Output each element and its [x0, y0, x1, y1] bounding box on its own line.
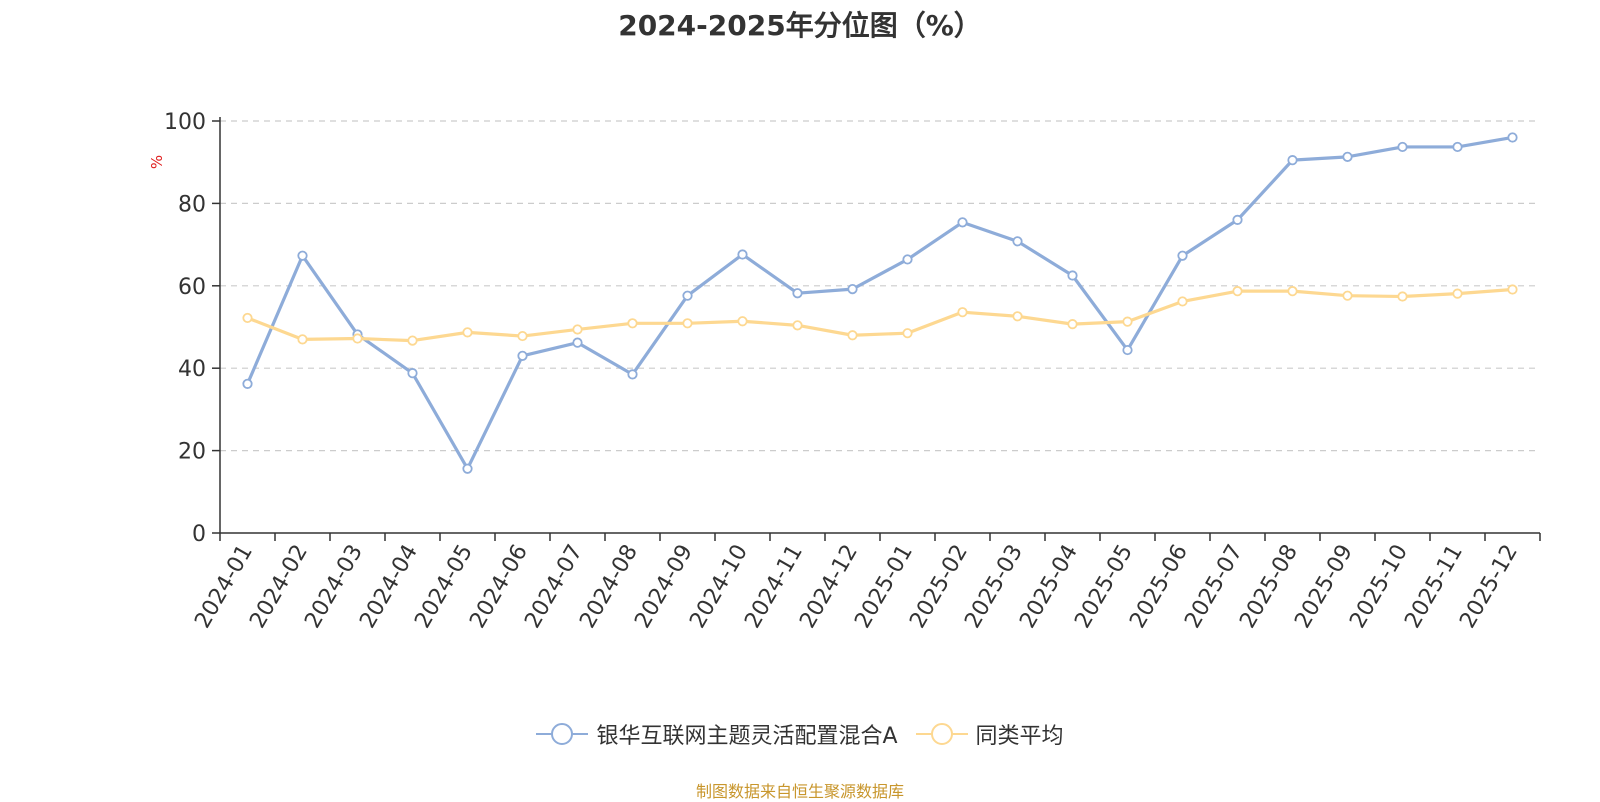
- data-point-peer-average: [847, 330, 858, 341]
- y-tick-label: 20: [178, 440, 206, 465]
- legend-label-fund: 银华互联网主题灵活配置混合A: [596, 724, 898, 749]
- data-point-peer-average: [1232, 286, 1243, 297]
- data-point-peer-average: [957, 307, 968, 318]
- line-chart: 020406080100%2024-012024-022024-032024-0…: [148, 110, 1541, 633]
- data-point-peer-average: [1122, 316, 1133, 327]
- data-point-peer-average: [517, 330, 528, 342]
- data-point-peer-average: [242, 312, 253, 324]
- legend: 银华互联网主题灵活配置混合A 同类平均: [0, 718, 1600, 750]
- data-point-peer-average: [1397, 291, 1408, 302]
- y-tick-label: 80: [178, 192, 206, 217]
- series-line-fund: [246, 135, 1513, 471]
- data-point-peer-average: [737, 316, 748, 327]
- data-point-fund: [902, 254, 913, 265]
- data-point-fund: [1507, 132, 1518, 143]
- data-point-peer-average: [902, 328, 913, 339]
- data-point-fund: [462, 463, 473, 474]
- data-point-fund: [792, 288, 803, 299]
- data-point-peer-average: [297, 334, 308, 345]
- y-tick-label: 60: [178, 275, 206, 300]
- data-point-fund: [517, 350, 528, 361]
- data-point-peer-average: [1452, 288, 1463, 299]
- legend-item-peer-average[interactable]: 同类平均: [915, 718, 1064, 750]
- series-line-peer-average: [246, 287, 1513, 343]
- data-point-peer-average: [1012, 311, 1023, 322]
- data-point-peer-average: [407, 335, 418, 346]
- data-point-peer-average: [462, 327, 473, 338]
- data-point-fund: [407, 368, 418, 379]
- data-point-peer-average: [1342, 290, 1353, 301]
- data-point-peer-average: [572, 324, 583, 335]
- data-point-fund: [627, 369, 638, 380]
- source-note: 制图数据来自恒生聚源数据库: [695, 782, 904, 801]
- data-point-fund: [1452, 141, 1463, 153]
- y-tick-label: 40: [178, 357, 206, 382]
- legend-item-fund[interactable]: 银华互联网主题灵活配置混合A: [536, 718, 898, 750]
- data-point-fund: [242, 378, 253, 389]
- data-point-peer-average: [352, 333, 363, 344]
- data-point-fund: [1012, 236, 1023, 247]
- data-point-peer-average: [682, 318, 693, 329]
- legend-line-circle-icon: [536, 723, 589, 745]
- data-point-fund: [297, 250, 308, 261]
- data-point-peer-average: [1177, 296, 1188, 307]
- y-axis-label: %: [148, 155, 166, 169]
- y-tick-label: 100: [164, 110, 206, 135]
- chart-title: 2024-2025年分位图（%）: [618, 9, 982, 42]
- legend-line-circle-icon: [915, 723, 968, 745]
- data-point-fund: [572, 337, 583, 348]
- data-point-fund: [682, 290, 693, 301]
- data-point-fund: [1397, 141, 1408, 153]
- y-tick-label: 0: [192, 522, 206, 547]
- data-point-fund: [1122, 344, 1133, 356]
- data-point-peer-average: [627, 318, 638, 329]
- data-point-fund: [1177, 250, 1188, 261]
- data-point-fund: [1342, 151, 1353, 162]
- data-point-peer-average: [1287, 286, 1298, 297]
- data-point-fund: [1232, 214, 1243, 225]
- data-point-peer-average: [1507, 284, 1518, 295]
- data-point-fund: [957, 217, 968, 228]
- data-point-peer-average: [1067, 319, 1078, 330]
- data-point-peer-average: [792, 320, 803, 331]
- legend-label-peer-average: 同类平均: [975, 724, 1064, 749]
- data-point-fund: [737, 249, 748, 260]
- data-point-fund: [1067, 270, 1078, 281]
- data-point-fund: [847, 283, 858, 295]
- data-point-fund: [1287, 155, 1298, 166]
